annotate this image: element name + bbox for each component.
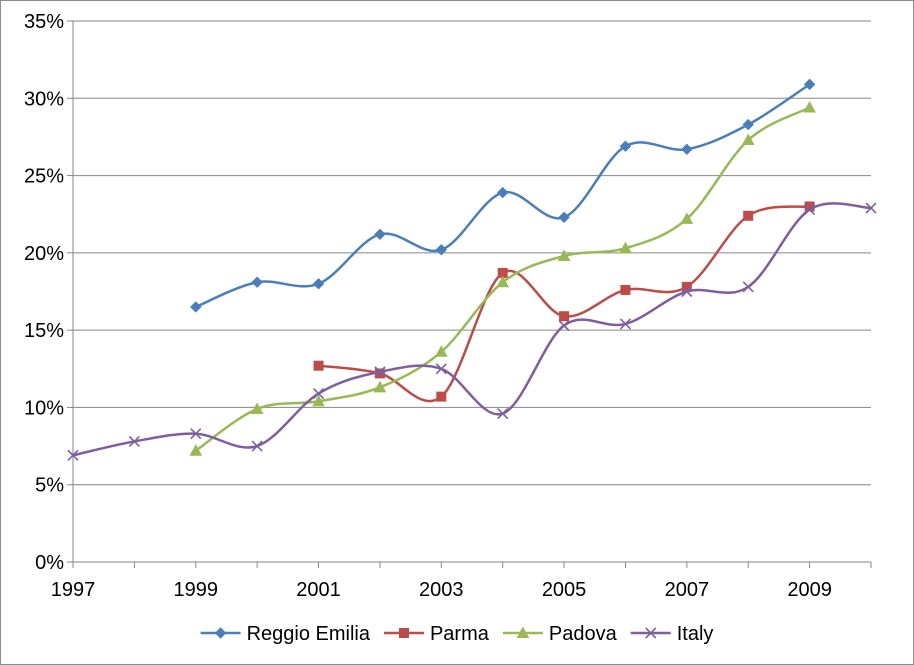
series-italy (67, 202, 877, 461)
data-point (312, 387, 325, 400)
data-point (619, 241, 632, 254)
data-point (742, 281, 754, 293)
data-point (558, 319, 570, 332)
series-line (317, 205, 811, 403)
data-point (190, 428, 202, 440)
legend-label: Padova (549, 623, 618, 645)
y-tick-label: 30% (24, 88, 64, 110)
data-point (190, 301, 202, 313)
data-point (250, 402, 264, 414)
data-point (128, 435, 140, 447)
x-tick-label: 1997 (51, 579, 96, 601)
legend-marker (645, 627, 657, 639)
x-tick-label: 2009 (787, 579, 832, 601)
data-point (741, 133, 755, 146)
series-padova (189, 101, 816, 456)
y-tick-label: 5% (35, 475, 64, 497)
data-point (67, 449, 79, 461)
tick-labels: 0% 5% 10% 15% 20% 25% 30% 35% 1997 1999 2001 2003 20… (24, 11, 832, 601)
data-point (313, 360, 324, 371)
data-point (559, 311, 570, 322)
y-tick-label: 10% (24, 397, 64, 419)
gridlines (73, 20, 871, 486)
data-point (681, 143, 693, 156)
series-layer (67, 78, 877, 461)
data-point (803, 78, 816, 91)
x-tick-label: 1999 (174, 579, 219, 601)
data-point (251, 440, 263, 452)
data-point (189, 444, 203, 456)
axes (67, 20, 872, 568)
legend: Reggio Emilia Parma Padova Italy (200, 623, 714, 645)
series-parma (313, 201, 815, 403)
legend-marker (398, 628, 409, 638)
legend-label: Reggio Emilia (247, 623, 371, 645)
data-point (620, 284, 631, 295)
data-point (373, 380, 387, 393)
data-point (496, 275, 510, 288)
data-point (743, 210, 754, 221)
legend-marker (214, 627, 227, 639)
y-tick-label: 20% (24, 243, 64, 265)
data-point (619, 318, 632, 330)
x-tick-label: 2005 (542, 579, 587, 601)
data-point (803, 101, 816, 113)
data-point (497, 408, 509, 420)
series-line (71, 202, 873, 457)
data-point (865, 202, 877, 214)
legend-item-italy: Italy (630, 623, 714, 645)
data-point (681, 285, 693, 298)
data-point (435, 363, 447, 375)
series-reggio-emilia (190, 78, 816, 313)
data-point (434, 345, 448, 357)
data-point (251, 276, 263, 288)
legend-item-parma: Parma (383, 623, 490, 645)
legend-label: Italy (677, 623, 714, 645)
data-point (374, 366, 386, 378)
y-tick-label: 25% (24, 166, 64, 188)
y-tick-label: 15% (24, 320, 64, 342)
y-tick-label: 0% (35, 552, 64, 574)
data-point (312, 278, 325, 290)
data-point (496, 186, 509, 199)
y-tick-label: 35% (24, 11, 64, 33)
data-point (619, 140, 632, 152)
legend-marker (516, 626, 530, 638)
data-point (742, 118, 754, 131)
data-point (680, 212, 694, 224)
data-point (436, 391, 447, 402)
legend-item-padova: Padova (502, 623, 618, 645)
data-point (435, 244, 448, 256)
x-tick-label: 2007 (665, 579, 710, 601)
data-point (374, 228, 386, 241)
legend-label: Parma (430, 623, 490, 645)
x-tick-label: 2003 (419, 579, 464, 601)
data-point (312, 394, 325, 407)
data-point (804, 204, 816, 216)
x-tick-label: 2001 (296, 579, 341, 601)
legend-item-reggio-emilia: Reggio Emilia (200, 623, 371, 645)
data-point (557, 249, 571, 261)
data-point (558, 211, 570, 224)
